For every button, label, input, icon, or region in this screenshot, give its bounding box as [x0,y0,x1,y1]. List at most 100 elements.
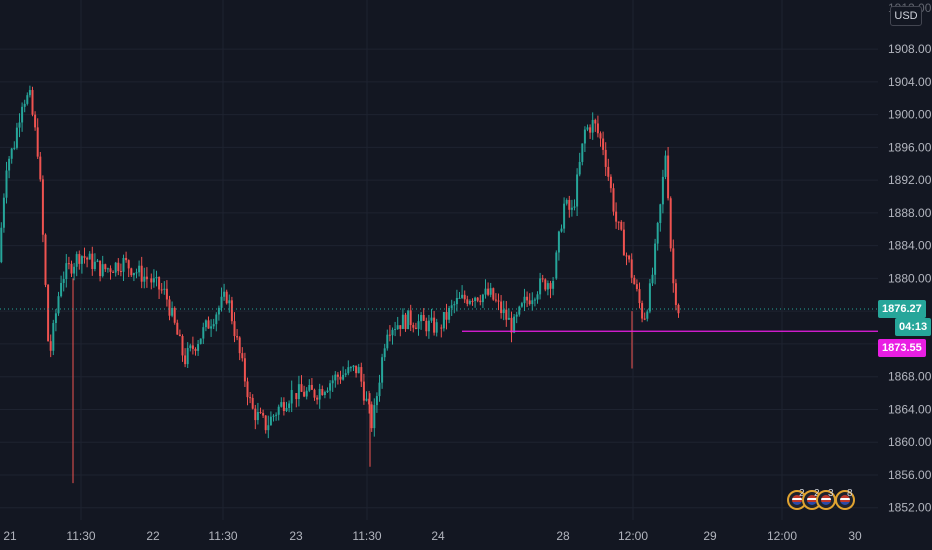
candle-body [199,338,202,344]
candle-body [568,199,571,210]
candle-body [326,390,329,393]
time-tick-label: 22 [146,529,160,543]
candle-body [544,279,547,290]
candle-body [407,310,410,330]
candle-body [202,327,205,339]
candle-body [641,303,644,319]
candle-body [381,357,384,383]
candle-body [230,300,233,322]
time-tick-label: 28 [556,529,570,543]
candle-body [479,300,482,303]
horizontal-line-price-label[interactable]: 1873.55 [878,339,926,358]
candle-body [487,288,490,295]
candle-body [510,317,513,333]
candle-body [347,367,350,374]
price-axis: 1852.00 1856.00 1860.00 1864.00 1868.00 1880.… [888,1,932,515]
candle-body [643,318,646,320]
candle-body [370,404,373,429]
candle-body [427,320,430,332]
candle-body [313,389,316,398]
candle-body [47,284,50,342]
candle-body [210,326,213,329]
candle-body [114,262,117,273]
candle-body [420,314,423,322]
candle-body [165,288,168,300]
candle-body [541,278,544,280]
candle-body [440,327,443,329]
candle-body [228,300,231,304]
candle-body [207,320,210,329]
candle-body [52,323,55,351]
candle-body [560,228,563,232]
candle-body [13,147,16,149]
candle-body [620,221,623,230]
candle-body [171,307,174,316]
candle-body [492,288,495,300]
candle-body [155,277,158,279]
currency-selector[interactable]: USD [890,6,922,26]
candle-body [466,299,469,304]
candle-body [331,380,334,384]
candle-body [2,197,5,228]
candle-body [386,334,389,349]
candle-body [280,402,283,407]
candle-body [481,294,484,303]
candle-body [497,300,500,302]
candle-body [515,314,518,317]
time-tick-label: 11:30 [352,529,381,543]
candle-body [445,312,448,320]
candle-body [430,317,433,321]
candle-body [254,408,257,421]
candle-body [360,367,363,382]
candle-body [399,325,402,329]
candle-body [21,106,24,123]
candle-body [186,348,189,365]
candle-body [150,278,153,283]
candle-body [184,355,187,365]
time-tick-label: 11:30 [66,529,95,543]
candle-body [412,325,415,328]
candle-body [505,309,508,320]
candle-body [215,314,218,325]
candle-body [336,374,339,377]
candle-body [599,133,602,139]
candle-body [318,389,321,400]
candle-body [573,206,576,208]
time-tick-label: 23 [289,529,303,543]
candle-body [362,381,365,401]
candle-body [563,203,566,229]
candle-body [135,272,138,274]
candle-body [557,231,560,253]
candle-body [290,389,293,404]
candle-body [339,376,342,380]
candle-body [109,268,112,272]
candle-body [375,396,378,406]
us-flag-event-icon[interactable] [835,490,855,510]
candle-body [669,198,672,249]
time-tick-label: 24 [431,529,445,543]
price-tick-label: 1884.00 [888,239,932,253]
candle-body [15,127,18,148]
candle-body [104,264,107,270]
candle-body [357,367,360,374]
candle-body [275,414,278,416]
candle-body [463,294,466,300]
candle-body [615,211,618,222]
candle-body [373,405,376,429]
candle-body [576,174,579,207]
candle-body [67,263,70,265]
candle-body [112,271,115,273]
candle-body [602,138,605,150]
price-tick-label: 1904.00 [888,75,932,89]
candle-body [677,304,680,314]
candle-body [455,297,458,305]
candle-body [549,283,552,289]
candle-body [414,327,417,329]
candle-body [612,188,615,212]
candle-body [122,257,125,272]
candle-body [145,276,148,280]
candle-body [130,268,133,276]
candle-body [630,259,633,278]
candle-body [607,166,610,177]
